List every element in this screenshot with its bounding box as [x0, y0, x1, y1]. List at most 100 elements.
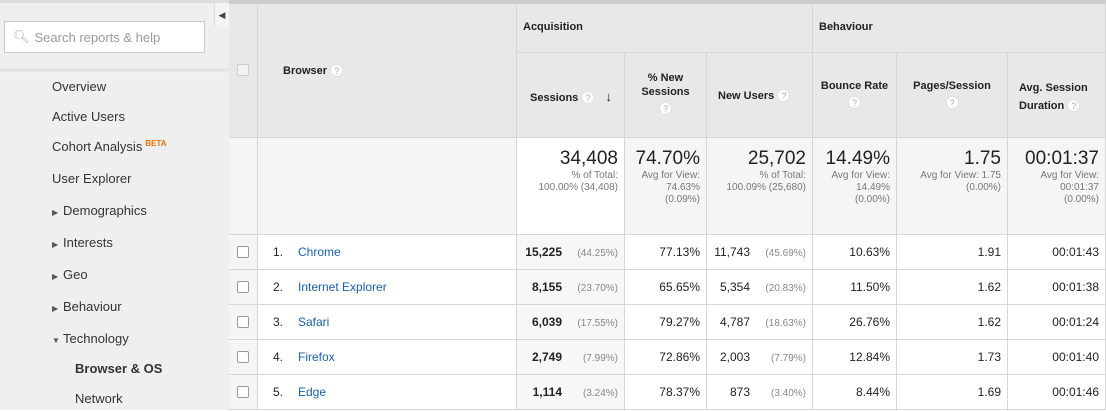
pages-value: 1.69	[977, 385, 1001, 399]
avg-duration-cell: 00:01:40	[1008, 340, 1106, 375]
help-icon[interactable]: ?	[581, 91, 595, 104]
header-label: Bounce Rate	[820, 80, 889, 92]
new-users-pct: (20.83%)	[765, 283, 806, 294]
nav-label: Active Users	[52, 109, 125, 124]
help-icon[interactable]: ?	[1067, 99, 1081, 112]
nav-browser-os[interactable]: Browser & OS	[75, 361, 162, 376]
row-select[interactable]	[229, 340, 258, 375]
header-bounce-rate[interactable]: Bounce Rate?	[813, 53, 897, 138]
header-pages-session[interactable]: Pages/Session?	[897, 53, 1008, 138]
summary-pct_new: 74.70% Avg for View: 74.63% (0.09%)	[625, 138, 707, 235]
row-select[interactable]	[229, 305, 258, 340]
bounce-value: 10.63%	[849, 245, 890, 259]
summary-detail: 100.09% (25,680)	[726, 182, 806, 193]
header-label: % New Sessions	[641, 72, 690, 98]
nav-network[interactable]: Network	[75, 391, 123, 406]
row-checkbox[interactable]	[237, 246, 249, 258]
nav-label: Technology	[63, 331, 129, 346]
sessions-pct: (44.25%)	[577, 248, 618, 259]
help-icon[interactable]: ?	[659, 102, 672, 115]
nav-technology[interactable]: ▼ Technology	[52, 331, 129, 346]
header-sessions[interactable]: Sessions ? ↓	[517, 53, 625, 138]
summary-detail: % of Total:	[759, 170, 806, 181]
bounce-rate-cell: 10.63%	[813, 235, 897, 270]
summary-detail: 14.49%	[856, 182, 890, 193]
pages-value: 1.73	[977, 350, 1001, 364]
summary-detail: (0.00%)	[1063, 194, 1099, 205]
nav-label: Network	[75, 391, 123, 406]
select-all-header	[229, 4, 258, 138]
new-users-cell: 2,003 (7.79%)	[707, 340, 813, 375]
header-pct-new-sessions[interactable]: % New Sessions?	[625, 53, 707, 138]
header-new-users[interactable]: New Users ?	[707, 53, 813, 138]
bounce-value: 26.76%	[849, 315, 890, 329]
nav-interests[interactable]: ▶ Interests	[52, 235, 113, 250]
collapse-sidebar-button[interactable]: ◀	[214, 3, 229, 27]
nav-overview[interactable]: Overview	[52, 79, 106, 94]
summary-sessions: 34,408% of Total: 100.00% (34,408)	[517, 138, 625, 235]
pages-session-cell: 1.73	[897, 340, 1008, 375]
pages-session-cell: 1.69	[897, 375, 1008, 410]
row-checkbox[interactable]	[237, 281, 249, 293]
help-icon[interactable]: ?	[945, 96, 959, 109]
nav-active-users[interactable]: Active Users	[52, 109, 125, 124]
header-avg-session-duration[interactable]: Avg. Session Duration ?	[1008, 53, 1106, 138]
browser-link[interactable]: Safari	[298, 315, 330, 329]
beta-badge: BETA	[145, 139, 167, 148]
nav-behaviour[interactable]: ▶ Behaviour	[52, 299, 122, 314]
browser-link[interactable]: Chrome	[298, 245, 341, 259]
nav-demographics[interactable]: ▶ Demographics	[52, 203, 147, 218]
row-select[interactable]	[229, 235, 258, 270]
nav-label: Interests	[63, 235, 113, 250]
row-checkbox[interactable]	[237, 316, 249, 328]
pct-new-value: 72.86%	[659, 350, 700, 364]
header-label: Avg. Session Duration	[1019, 82, 1088, 112]
pct-new-sessions-cell: 65.65%	[625, 270, 707, 305]
header-browser[interactable]: Browser ?	[258, 4, 517, 138]
help-icon[interactable]: ?	[777, 89, 791, 102]
sessions-cell: 2,749 (7.99%)	[517, 340, 625, 375]
group-behaviour: Behaviour	[813, 4, 1106, 53]
new-users-cell: 5,354 (20.83%)	[707, 270, 813, 305]
new-users-pct: (7.79%)	[770, 353, 806, 364]
browser-link[interactable]: Firefox	[298, 350, 335, 364]
select-all-checkbox[interactable]	[237, 64, 249, 76]
browser-link[interactable]: Edge	[298, 385, 327, 399]
summary-value: 14.49%	[825, 148, 890, 169]
sessions-value: 15,225	[525, 245, 562, 259]
pct-new-value: 77.13%	[659, 245, 700, 259]
pct-new-sessions-cell: 77.13%	[625, 235, 707, 270]
sort-desc-icon[interactable]: ↓	[605, 89, 612, 104]
search-icon: 🔍︎	[13, 29, 30, 44]
row-checkbox[interactable]	[237, 351, 249, 363]
group-acquisition: Acquisition	[517, 4, 813, 53]
pages-value: 1.91	[977, 245, 1001, 259]
row-select[interactable]	[229, 375, 258, 410]
new-users-value: 11,743	[714, 245, 750, 259]
sessions-cell: 8,155 (23.70%)	[517, 270, 625, 305]
browser-cell: 5. Edge	[258, 375, 517, 410]
search-input[interactable]: 🔍︎ Search reports & help	[4, 21, 205, 53]
pct-new-value: 65.65%	[659, 280, 700, 294]
summary-detail: 74.63%	[666, 182, 700, 193]
new-users-cell: 4,787 (18.63%)	[707, 305, 813, 340]
nav-cohort-analysis[interactable]: Cohort Analysis BETA	[52, 139, 167, 154]
new-users-cell: 873 (3.40%)	[707, 375, 813, 410]
browser-link[interactable]: Internet Explorer	[298, 280, 387, 294]
pages-session-cell: 1.62	[897, 305, 1008, 340]
help-icon[interactable]: ?	[848, 96, 861, 109]
summary-detail: (0.09%)	[664, 194, 700, 205]
browser-cell: 4. Firefox	[258, 340, 517, 375]
pct-new-sessions-cell: 79.27%	[625, 305, 707, 340]
nav-user-explorer[interactable]: User Explorer	[52, 171, 131, 186]
help-icon[interactable]: ?	[330, 64, 344, 77]
sessions-cell: 15,225 (44.25%)	[517, 235, 625, 270]
duration-value: 00:01:43	[1052, 245, 1099, 259]
nav-geo[interactable]: ▶ Geo	[52, 267, 88, 282]
summary-pages: 1.75 Avg for View: 1.75 (0.00%)	[897, 138, 1008, 235]
bounce-rate-cell: 12.84%	[813, 340, 897, 375]
row-select[interactable]	[229, 270, 258, 305]
bounce-rate-cell: 11.50%	[813, 270, 897, 305]
row-checkbox[interactable]	[237, 386, 249, 398]
summary-detail: 100.00% (34,408)	[538, 182, 618, 193]
